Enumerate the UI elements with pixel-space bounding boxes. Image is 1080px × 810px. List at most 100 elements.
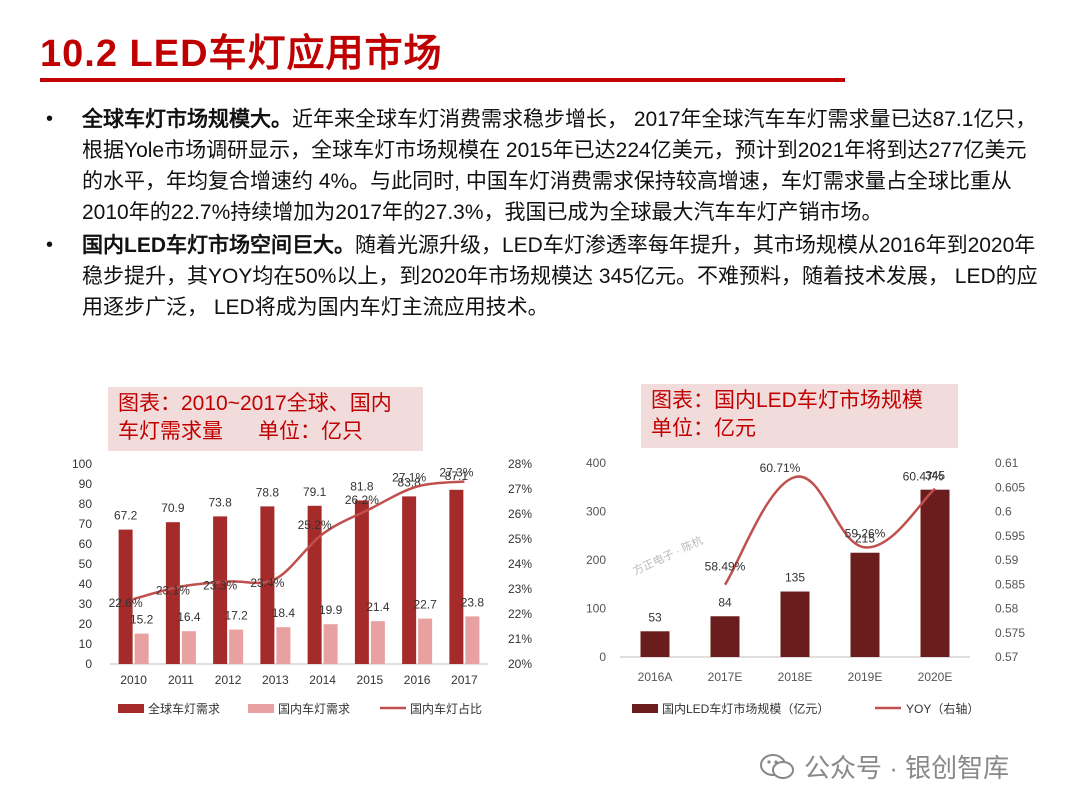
bar-led-market (640, 631, 670, 657)
y-tick-label: 20 (79, 617, 93, 631)
page-title: 10.2 LED车灯应用市场 (40, 33, 443, 75)
bar-label-domestic: 23.8 (461, 595, 485, 609)
legend-label-led-market: 国内LED车灯市场规模（亿元） (662, 701, 829, 716)
legend-label-yoy: YOY（右轴） (906, 701, 979, 716)
y2-tick-label: 0.61 (995, 456, 1019, 470)
bullet-item: • 全球车灯市场规模大。近年来全球车灯消费需求稳步增长， 2017年全球汽车车灯… (40, 104, 1040, 228)
y2-tick-label: 23% (508, 582, 532, 596)
x-tick-label: 2020E (918, 670, 953, 684)
bar-global-demand (402, 496, 417, 664)
bar-label-led-market: 215 (855, 532, 875, 546)
y-tick-label: 300 (586, 505, 606, 519)
chart-watermark: 方正电子 · 陈杭 (630, 533, 705, 578)
x-tick-label: 2016 (404, 673, 431, 687)
bar-domestic-demand (418, 618, 433, 664)
bar-global-demand (118, 529, 133, 664)
x-tick-label: 2013 (262, 673, 289, 687)
y-tick-label: 50 (79, 557, 93, 571)
bar-label-global: 81.8 (350, 479, 374, 493)
x-tick-label: 2017E (708, 670, 743, 684)
y2-tick-label: 0.58 (995, 602, 1019, 616)
line-label-share: 23.4% (250, 576, 284, 590)
bar-label-led-market: 345 (925, 469, 945, 483)
wechat-icon (760, 753, 794, 779)
legend-label-share: 国内车灯占比 (410, 701, 482, 716)
line-label-yoy: 59.26% (845, 526, 886, 540)
bar-label-domestic: 15.2 (130, 613, 154, 627)
y-tick-label: 60 (79, 537, 93, 551)
y2-tick-label: 0.585 (995, 577, 1025, 591)
y2-tick-label: 0.6 (995, 505, 1012, 519)
bullet-list: • 全球车灯市场规模大。近年来全球车灯消费需求稳步增长， 2017年全球汽车车灯… (40, 104, 1040, 325)
y2-tick-label: 21% (508, 632, 532, 646)
bar-label-global: 73.8 (208, 495, 232, 509)
chart1-caption-line2: 车灯需求量 单位：亿只 (118, 420, 364, 443)
bar-label-led-market: 84 (718, 595, 732, 609)
bar-label-global: 70.9 (161, 501, 185, 515)
y2-tick-label: 0.59 (995, 553, 1019, 567)
legend-swatch-global (118, 704, 144, 713)
bar-global-demand (354, 500, 369, 664)
bullet-item: • 国内LED车灯市场空间巨大。随着光源升级，LED车灯渗透率每年提升，其市场规… (40, 230, 1040, 323)
bar-label-domestic: 16.4 (177, 610, 201, 624)
y2-tick-label: 24% (508, 557, 532, 571)
bar-global-demand (213, 516, 228, 664)
bullet-text: 随着光源升级，LED车灯渗透率每年提升，其市场规模从2016年到2020年稳步提… (82, 234, 1038, 319)
footer-watermark-text: 公众号 · 银创智库 (804, 753, 1010, 783)
bar-global-demand (165, 522, 180, 664)
bar-label-domestic: 18.4 (272, 606, 296, 620)
y2-tick-label: 0.605 (995, 480, 1025, 494)
bar-label-global: 79.1 (303, 485, 327, 499)
chart2-caption-line2: 单位：亿元 (651, 417, 756, 440)
bar-label-domestic: 19.9 (319, 603, 343, 617)
y2-tick-label: 27% (508, 482, 532, 496)
title-divider (40, 78, 845, 82)
x-tick-label: 2018E (778, 670, 813, 684)
y-tick-label: 10 (79, 637, 93, 651)
y-tick-label: 0 (599, 650, 606, 664)
line-label-share: 26.2% (345, 493, 379, 507)
bar-domestic-demand (370, 621, 385, 664)
x-tick-label: 2015 (357, 673, 384, 687)
y2-tick-label: 0.575 (995, 626, 1025, 640)
x-tick-label: 2010 (120, 673, 147, 687)
bar-led-market (710, 616, 740, 657)
bar-label-domestic: 17.2 (224, 609, 248, 623)
y2-tick-label: 0.57 (995, 650, 1019, 664)
line-label-share: 23.1% (156, 584, 190, 598)
y-tick-label: 30 (79, 597, 93, 611)
line-label-share: 27.3% (439, 466, 473, 480)
chart1-caption: 图表：2010~2017全球、国内 车灯需求量 单位：亿只 (108, 387, 423, 451)
line-label-share: 22.6% (109, 596, 143, 610)
y-tick-label: 40 (79, 577, 93, 591)
bar-led-market (920, 489, 950, 657)
bullet-dot-icon: • (46, 234, 54, 256)
y-tick-label: 90 (79, 477, 93, 491)
chart2-led-market: 0 100 200 300 400 0.57 0.575 0.58 0.585 0.59 0.595… (586, 456, 1025, 716)
y2-tick-label: 26% (508, 507, 532, 521)
bullet-lead: 全球车灯市场规模大。 (82, 108, 292, 131)
chart2-caption-line1: 图表：国内LED车灯市场规模 (651, 389, 923, 412)
bar-global-demand (260, 506, 275, 664)
bullet-lead: 国内LED车灯市场空间巨大。 (82, 234, 355, 257)
y-tick-label: 70 (79, 517, 93, 531)
bar-led-market (850, 552, 880, 657)
bar-label-led-market: 53 (648, 610, 662, 624)
y2-tick-label: 28% (508, 457, 532, 471)
bar-label-led-market: 135 (785, 571, 805, 585)
y2-tick-label: 20% (508, 657, 532, 671)
bar-label-domestic: 22.7 (413, 598, 437, 612)
bar-label-global: 78.8 (256, 485, 280, 499)
bar-label-global: 87.1 (445, 469, 469, 483)
line-label-yoy: 60.47% (903, 470, 944, 484)
legend-label-domestic: 国内车灯需求 (278, 701, 350, 716)
line-label-share: 25.2% (298, 518, 332, 532)
line-label-share: 23.3% (203, 579, 237, 593)
x-tick-label: 2011 (168, 673, 194, 687)
line-domestic-share (133, 480, 465, 601)
bar-domestic-demand (181, 631, 196, 664)
line-label-share: 27.1% (392, 471, 426, 485)
y-tick-label: 400 (586, 456, 606, 470)
bar-led-market (780, 591, 810, 657)
bar-label-domestic: 21.4 (366, 600, 390, 614)
